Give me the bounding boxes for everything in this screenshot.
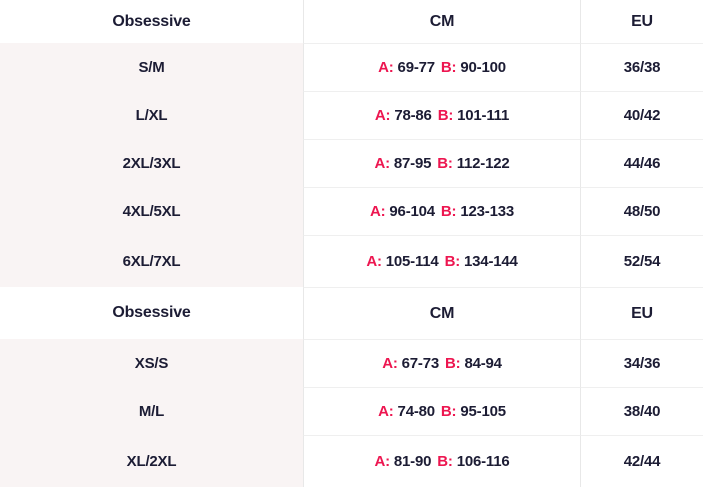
measure-b-value: 134-144 bbox=[464, 253, 518, 270]
measure-b-label: B: bbox=[444, 253, 461, 270]
table-row: L/XL A: 78-86 B: 101-111 40/42 bbox=[0, 91, 703, 139]
table-row: XL/2XL A: 81-90 B: 106-116 42/44 bbox=[0, 435, 703, 487]
measure-b-label: B: bbox=[437, 453, 453, 470]
measure-b-label: B: bbox=[445, 355, 461, 372]
table-row: 6XL/7XL A: 105-114 B: 134-144 52/54 bbox=[0, 235, 703, 287]
measure-b-value: 112-122 bbox=[456, 155, 510, 172]
cm-measurements: A: 105-114 B: 134-144 bbox=[303, 235, 580, 287]
size-label: S/M bbox=[0, 43, 303, 91]
measure-a-label: A: bbox=[374, 453, 390, 470]
measure-b-label: B: bbox=[437, 155, 453, 172]
eu-size: 44/46 bbox=[580, 139, 703, 187]
eu-size: 52/54 bbox=[580, 235, 703, 287]
measure-b-value: 123-133 bbox=[460, 203, 515, 220]
measure-a-label: A: bbox=[374, 155, 390, 172]
measure-a-label: A: bbox=[378, 59, 394, 76]
table-1-header-row: Obsessive CM EU bbox=[0, 0, 703, 43]
measure-b-label: B: bbox=[440, 403, 457, 420]
size-label: 6XL/7XL bbox=[0, 235, 303, 287]
size-label: 4XL/5XL bbox=[0, 187, 303, 235]
cm-measurements: A: 67-73 B: 84-94 bbox=[303, 339, 580, 387]
measure-a-value: 87-95 bbox=[393, 155, 432, 172]
size-label: XS/S bbox=[0, 339, 303, 387]
measure-b-value: 106-116 bbox=[456, 453, 510, 470]
cm-measurements: A: 74-80 B: 95-105 bbox=[303, 387, 580, 435]
table-row: 4XL/5XL A: 96-104 B: 123-133 48/50 bbox=[0, 187, 703, 235]
measure-a-value: 105-114 bbox=[385, 253, 439, 270]
measure-a-value: 81-90 bbox=[393, 453, 432, 470]
measure-a-value: 67-73 bbox=[401, 355, 440, 372]
cm-measurements: A: 87-95 B: 112-122 bbox=[303, 139, 580, 187]
header-brand: Obsessive bbox=[112, 12, 191, 30]
measure-a-label: A: bbox=[374, 107, 391, 124]
size-label: XL/2XL bbox=[0, 435, 303, 487]
header-eu: EU bbox=[580, 287, 703, 339]
measure-a-value: 96-104 bbox=[389, 203, 435, 220]
measure-a-label: A: bbox=[382, 355, 398, 372]
measure-a-value: 78-86 bbox=[394, 107, 432, 124]
cm-measurements: A: 69-77 B: 90-100 bbox=[303, 43, 580, 91]
size-label: M/L bbox=[0, 387, 303, 435]
eu-size: 48/50 bbox=[580, 187, 703, 235]
size-table-1: Obsessive CM EU S/M A: 69-77 B: 90-100 3… bbox=[0, 0, 703, 287]
measure-b-label: B: bbox=[440, 59, 457, 76]
measure-a-label: A: bbox=[369, 203, 386, 220]
size-label: L/XL bbox=[0, 91, 303, 139]
measure-b-label: B: bbox=[440, 203, 457, 220]
measure-a-label: A: bbox=[378, 403, 394, 420]
eu-size: 42/44 bbox=[580, 435, 703, 487]
measure-b-label: B: bbox=[437, 107, 454, 124]
measure-b-value: 84-94 bbox=[464, 355, 502, 372]
header-cm: CM bbox=[303, 0, 580, 43]
table-row: XS/S A: 67-73 B: 84-94 34/36 bbox=[0, 339, 703, 387]
cm-measurements: A: 81-90 B: 106-116 bbox=[303, 435, 580, 487]
eu-size: 36/38 bbox=[580, 43, 703, 91]
header-brand: Obsessive bbox=[112, 304, 191, 321]
header-eu: EU bbox=[580, 0, 703, 43]
measure-b-value: 95-105 bbox=[460, 403, 506, 420]
table-row: M/L A: 74-80 B: 95-105 38/40 bbox=[0, 387, 703, 435]
measure-b-value: 101-111 bbox=[457, 107, 510, 124]
measure-a-value: 74-80 bbox=[397, 403, 436, 420]
eu-size: 34/36 bbox=[580, 339, 703, 387]
eu-size: 40/42 bbox=[580, 91, 703, 139]
size-table-2: Obsessive CM EU XS/S A: 67-73 B: 84-94 3… bbox=[0, 287, 703, 487]
measure-a-value: 69-77 bbox=[397, 59, 436, 76]
cm-measurements: A: 78-86 B: 101-111 bbox=[303, 91, 580, 139]
table-row: S/M A: 69-77 B: 90-100 36/38 bbox=[0, 43, 703, 91]
eu-size: 38/40 bbox=[580, 387, 703, 435]
measure-a-label: A: bbox=[366, 253, 382, 270]
table-row: 2XL/3XL A: 87-95 B: 112-122 44/46 bbox=[0, 139, 703, 187]
table-2-header-row: Obsessive CM EU bbox=[0, 287, 703, 339]
measure-b-value: 90-100 bbox=[460, 59, 506, 76]
header-cm: CM bbox=[303, 287, 580, 339]
size-label: 2XL/3XL bbox=[0, 139, 303, 187]
cm-measurements: A: 96-104 B: 123-133 bbox=[303, 187, 580, 235]
